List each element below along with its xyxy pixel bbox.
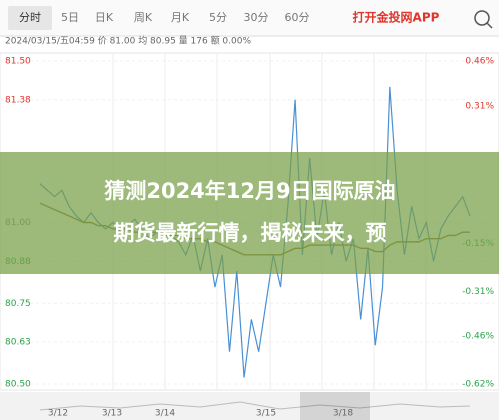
navigator-window[interactable] xyxy=(300,392,370,420)
y-tick-label: 80.63 xyxy=(5,338,31,348)
navigator-label: 3/13 xyxy=(102,409,122,419)
tab[interactable]: 60分 xyxy=(285,11,310,24)
tab[interactable]: 5分 xyxy=(209,11,227,24)
y2-tick-label: -0.46% xyxy=(462,332,494,342)
tab[interactable]: 月K xyxy=(171,11,190,24)
plot-frame xyxy=(0,52,499,391)
navigator-label: 3/12 xyxy=(48,409,68,419)
tab[interactable]: 5日 xyxy=(61,11,79,24)
navigator-line xyxy=(39,401,471,411)
tab[interactable]: 30分 xyxy=(244,11,269,24)
tab[interactable]: 周K xyxy=(134,11,153,24)
tab[interactable]: 日K xyxy=(95,11,114,24)
y2-tick-label: -0.31% xyxy=(462,287,494,297)
y-tick-label: 80.75 xyxy=(5,299,31,309)
navigator-label: 3/14 xyxy=(155,409,175,419)
y2-tick-label: -0.62% xyxy=(462,380,494,390)
y-tick-label: 80.50 xyxy=(5,380,31,390)
menu-icon[interactable] xyxy=(474,10,493,29)
banner-bg xyxy=(0,152,499,274)
banner-line: 期货最新行情，揭秘未来，预 xyxy=(114,221,387,245)
navigator-label: 3/18 xyxy=(333,409,353,419)
y-tick-label: 81.50 xyxy=(5,57,31,67)
y2-tick-label: 0.31% xyxy=(465,101,494,111)
app-link[interactable]: 打开金投网APP xyxy=(353,10,440,25)
y-tick-label: 81.38 xyxy=(5,95,31,105)
tab-bar xyxy=(0,0,499,36)
info-line: 2024/03/15/五04:59 价 81.00 均 80.95 量 176 … xyxy=(5,35,251,47)
tab[interactable]: 分时 xyxy=(19,11,41,24)
banner-line: 猜测2024年12月9日国际原油 xyxy=(103,179,395,203)
y2-tick-label: 0.46% xyxy=(465,57,494,67)
navigator-label: 3/15 xyxy=(256,409,276,419)
tab-selected-bg xyxy=(8,6,52,30)
